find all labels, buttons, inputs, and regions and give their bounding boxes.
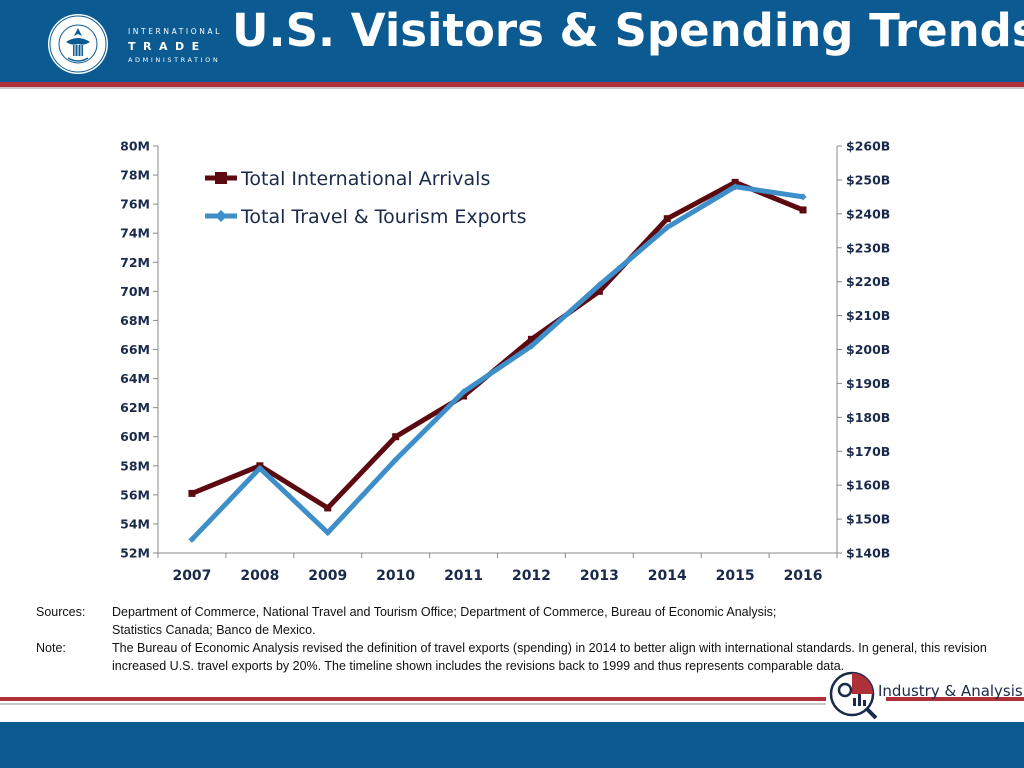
left-axis-tick-label: 64M (120, 371, 150, 386)
left-axis-tick-label: 74M (120, 226, 150, 241)
note-row: Note: The Bureau of Economic Analysis re… (36, 639, 1006, 675)
left-axis-tick-label: 62M (120, 400, 150, 415)
ita-line-2: TRADE (128, 39, 207, 53)
page-title: U.S. Visitors & Spending Trends (232, 4, 1024, 57)
left-axis-tick-label: 58M (120, 458, 150, 473)
arrivals-point (392, 433, 400, 441)
right-axis-tick-label: $150B (846, 512, 890, 527)
x-axis-tick-label: 2012 (512, 568, 551, 584)
arrivals-point (460, 392, 468, 400)
left-axis-tick-label: 60M (120, 429, 150, 444)
arrivals-point (799, 206, 807, 214)
note-text: The Bureau of Economic Analysis revised … (112, 641, 987, 673)
industry-analysis-brand: Industry & Analysis (878, 682, 1023, 700)
x-axis-tick-label: 2016 (784, 568, 823, 584)
legend-exports-label: Total Travel & Tourism Exports (240, 206, 526, 228)
footer-gray-stripe (0, 703, 826, 705)
right-axis-tick-label: $250B (846, 172, 890, 187)
left-axis-tick-label: 76M (120, 197, 150, 212)
exports-point (460, 388, 468, 396)
ita-line-3: ADMINISTRATION (128, 55, 221, 64)
sources-row: Sources: Department of Commerce, Nationa… (36, 603, 1006, 639)
legend-arrivals-marker (215, 172, 227, 184)
header-gray-stripe (0, 87, 1024, 89)
department-of-commerce-seal-icon (48, 14, 108, 74)
right-axis-tick-label: $190B (846, 376, 890, 391)
exports-point (392, 456, 400, 464)
ita-line-1: INTERNATIONAL (128, 27, 222, 36)
x-axis-tick-label: 2014 (648, 568, 687, 584)
right-axis-tick-label: $230B (846, 240, 890, 255)
exports-point (256, 464, 264, 472)
legend-exports-marker (215, 210, 227, 222)
right-axis-tick-label: $170B (846, 444, 890, 459)
exports-point (595, 281, 603, 289)
footer-bar (0, 722, 1024, 768)
exports-point (324, 529, 332, 537)
arrivals-point (731, 178, 739, 186)
left-axis-tick-label: 66M (120, 342, 150, 357)
left-axis-tick-label: 56M (120, 487, 150, 502)
exports-point (799, 193, 807, 201)
right-axis-tick-label: $210B (846, 308, 890, 323)
left-axis-tick-label: 68M (120, 313, 150, 328)
left-axis-tick-label: 54M (120, 516, 150, 531)
x-axis-tick-label: 2011 (444, 568, 483, 584)
sources-label: Sources: (36, 605, 86, 619)
notes-block: Sources: Department of Commerce, Nationa… (36, 603, 1006, 675)
header-red-stripe (0, 82, 1024, 87)
sources-text: Department of Commerce, National Travel … (112, 603, 1006, 639)
left-axis-tick-label: 70M (120, 284, 150, 299)
right-axis-tick-label: $200B (846, 342, 890, 357)
x-axis-tick-label: 2015 (716, 568, 755, 584)
exports-point (188, 535, 196, 543)
exports-point (731, 183, 739, 191)
left-axis-tick-label: 72M (120, 255, 150, 270)
right-axis-tick-label: $180B (846, 410, 890, 425)
right-axis-tick-label: $240B (846, 206, 890, 221)
x-axis-tick-label: 2009 (308, 568, 347, 584)
exports-point (527, 342, 535, 350)
exports-series-line (190, 184, 804, 542)
sources-text-line-1: Department of Commerce, National Travel … (112, 605, 777, 619)
industry-analysis-logo-icon (829, 671, 878, 720)
footer-red-stripe-right (886, 697, 1024, 701)
x-axis-tick-label: 2013 (580, 568, 619, 584)
x-axis-tick-label: 2008 (240, 568, 279, 584)
note-label: Note: (36, 641, 66, 655)
header-bar (0, 0, 1024, 82)
arrivals-point (663, 215, 671, 223)
right-axis-tick-label: $260B (846, 139, 890, 154)
line-chart: 52M 54M 56M 58M 60M 62M 64M 66M 68M 70M 72M 74M 76M 7… (120, 139, 890, 585)
right-axis-tick-label: $220B (846, 274, 890, 289)
exports-point (663, 223, 671, 231)
arrivals-series-line (191, 179, 804, 511)
ita-wordmark: INTERNATIONAL TRADE ADMINISTRATION (128, 28, 222, 63)
right-axis-tick-label: $140B (846, 546, 890, 561)
right-axis-tick-label: $160B (846, 478, 890, 493)
arrivals-point (188, 489, 196, 497)
left-axis-tick-label: 52M (120, 546, 150, 561)
arrivals-point (527, 335, 535, 343)
left-axis-tick-label: 78M (120, 168, 150, 183)
footer-red-stripe (0, 697, 826, 701)
x-axis-tick-label: 2007 (172, 568, 211, 584)
arrivals-point (595, 287, 603, 295)
left-axis-tick-label: 80M (120, 139, 150, 154)
sources-text-line-2: Statistics Canada; Banco de Mexico. (112, 623, 316, 637)
arrivals-point (324, 504, 332, 512)
x-axis-tick-label: 2010 (376, 568, 415, 584)
legend-arrivals-label: Total International Arrivals (240, 168, 490, 190)
